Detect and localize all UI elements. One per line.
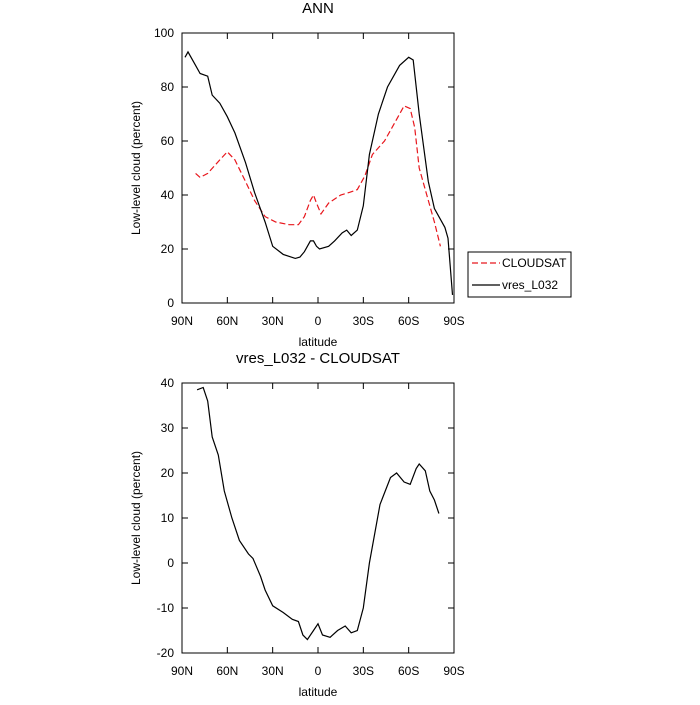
y-tick-label: 20 bbox=[161, 466, 175, 480]
x-tick-label: 0 bbox=[315, 314, 322, 328]
x-tick-label: 90S bbox=[443, 314, 464, 328]
y-tick-label: 40 bbox=[161, 376, 175, 390]
y-tick-label: 20 bbox=[161, 242, 175, 256]
x-axis-label: latitude bbox=[299, 335, 338, 349]
x-tick-label: 30N bbox=[262, 314, 284, 328]
y-tick-label: 60 bbox=[161, 134, 175, 148]
y-tick-label: 30 bbox=[161, 421, 175, 435]
x-tick-label: 60S bbox=[398, 664, 419, 678]
plot-frame bbox=[181, 32, 455, 304]
x-tick-label: 30S bbox=[353, 314, 374, 328]
chart-title: ANN bbox=[302, 0, 334, 17]
y-tick-label: 0 bbox=[167, 296, 174, 310]
series-line bbox=[196, 386, 440, 641]
y-tick-label: 0 bbox=[167, 556, 174, 570]
y-tick-label: -10 bbox=[157, 601, 175, 615]
series-line bbox=[184, 50, 454, 295]
x-tick-label: 30N bbox=[262, 664, 284, 678]
x-tick-label: 90S bbox=[443, 664, 464, 678]
x-tick-label: 0 bbox=[315, 664, 322, 678]
y-tick-label: 80 bbox=[161, 80, 175, 94]
x-tick-label: 60N bbox=[216, 664, 238, 678]
x-tick-label: 60N bbox=[216, 314, 238, 328]
legend-label: CLOUDSAT bbox=[502, 256, 567, 270]
series-line bbox=[195, 105, 441, 247]
x-tick-label: 30S bbox=[353, 664, 374, 678]
y-tick-label: 40 bbox=[161, 188, 175, 202]
y-tick-label: -20 bbox=[157, 646, 175, 660]
plot-frame bbox=[181, 382, 455, 654]
x-tick-label: 60S bbox=[398, 314, 419, 328]
chart-title: vres_L032 - CLOUDSAT bbox=[236, 350, 400, 367]
y-tick-label: 100 bbox=[154, 26, 174, 40]
y-axis-label: Low-level cloud (percent) bbox=[129, 451, 143, 585]
y-tick-label: 10 bbox=[161, 511, 175, 525]
x-tick-label: 90N bbox=[171, 664, 193, 678]
legend-label: vres_L032 bbox=[502, 278, 558, 292]
x-axis-label: latitude bbox=[299, 685, 338, 699]
y-axis-label: Low-level cloud (percent) bbox=[129, 101, 143, 235]
x-tick-label: 90N bbox=[171, 314, 193, 328]
legend-box bbox=[467, 251, 572, 298]
